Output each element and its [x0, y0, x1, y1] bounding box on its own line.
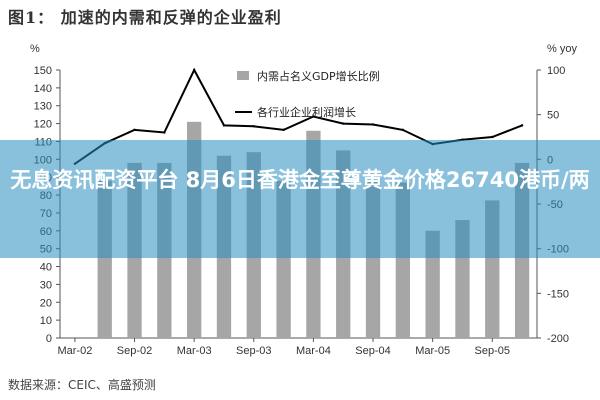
line-point	[371, 123, 375, 126]
x-tick-label: Mar-05	[415, 345, 450, 357]
left-tick-label: 40	[40, 262, 52, 274]
x-tick-label: Sep-04	[355, 345, 390, 357]
source-note: 数据来源：CEIC、高盛预测	[8, 378, 156, 392]
overlay-banner	[0, 140, 600, 258]
line-point	[282, 128, 285, 132]
right-axis-unit: % yoy	[547, 43, 577, 55]
legend-bar-swatch	[237, 71, 249, 80]
left-tick-label: 0	[46, 333, 52, 345]
line-point	[192, 68, 196, 72]
legend-line-label: 各行业企业利润增长	[257, 105, 356, 119]
left-tick-label: 20	[40, 297, 52, 309]
line-point	[491, 135, 494, 139]
x-tick-label: Mar-04	[296, 345, 331, 357]
x-tick-label: Mar-03	[177, 345, 212, 357]
x-tick-label: Mar-02	[57, 345, 92, 357]
line-point	[133, 128, 136, 132]
left-tick-label: 10	[40, 315, 52, 327]
line-point	[312, 115, 315, 118]
x-tick-label: Sep-05	[475, 345, 510, 357]
line-point	[520, 124, 524, 127]
figure-title: 图1： 加速的内需和反弹的企业盈利	[8, 8, 282, 27]
left-tick-label: 150	[34, 65, 52, 77]
legend-bar-label: 内需占名义GDP增长比例	[257, 69, 380, 83]
left-tick-label: 130	[34, 101, 52, 113]
line-point	[222, 124, 226, 127]
x-tick-label: Sep-03	[236, 345, 271, 357]
right-tick-label: -200	[547, 333, 569, 345]
line-point	[163, 131, 166, 134]
right-tick-label: 50	[547, 110, 559, 122]
overlay-banner-text: 无息资讯配资平台 8月6日香港金至尊黄金价格26740港币/两	[10, 168, 590, 192]
right-tick-label: 100	[547, 65, 565, 77]
left-axis-unit: %	[30, 43, 40, 55]
left-tick-label: 30	[40, 279, 52, 291]
left-tick-label: 120	[34, 119, 52, 131]
line-point	[342, 122, 345, 125]
line-point	[401, 128, 405, 132]
x-tick-label: Sep-02	[117, 345, 152, 357]
line-point	[252, 125, 255, 128]
left-tick-label: 140	[34, 83, 52, 95]
right-tick-label: -150	[547, 288, 569, 300]
